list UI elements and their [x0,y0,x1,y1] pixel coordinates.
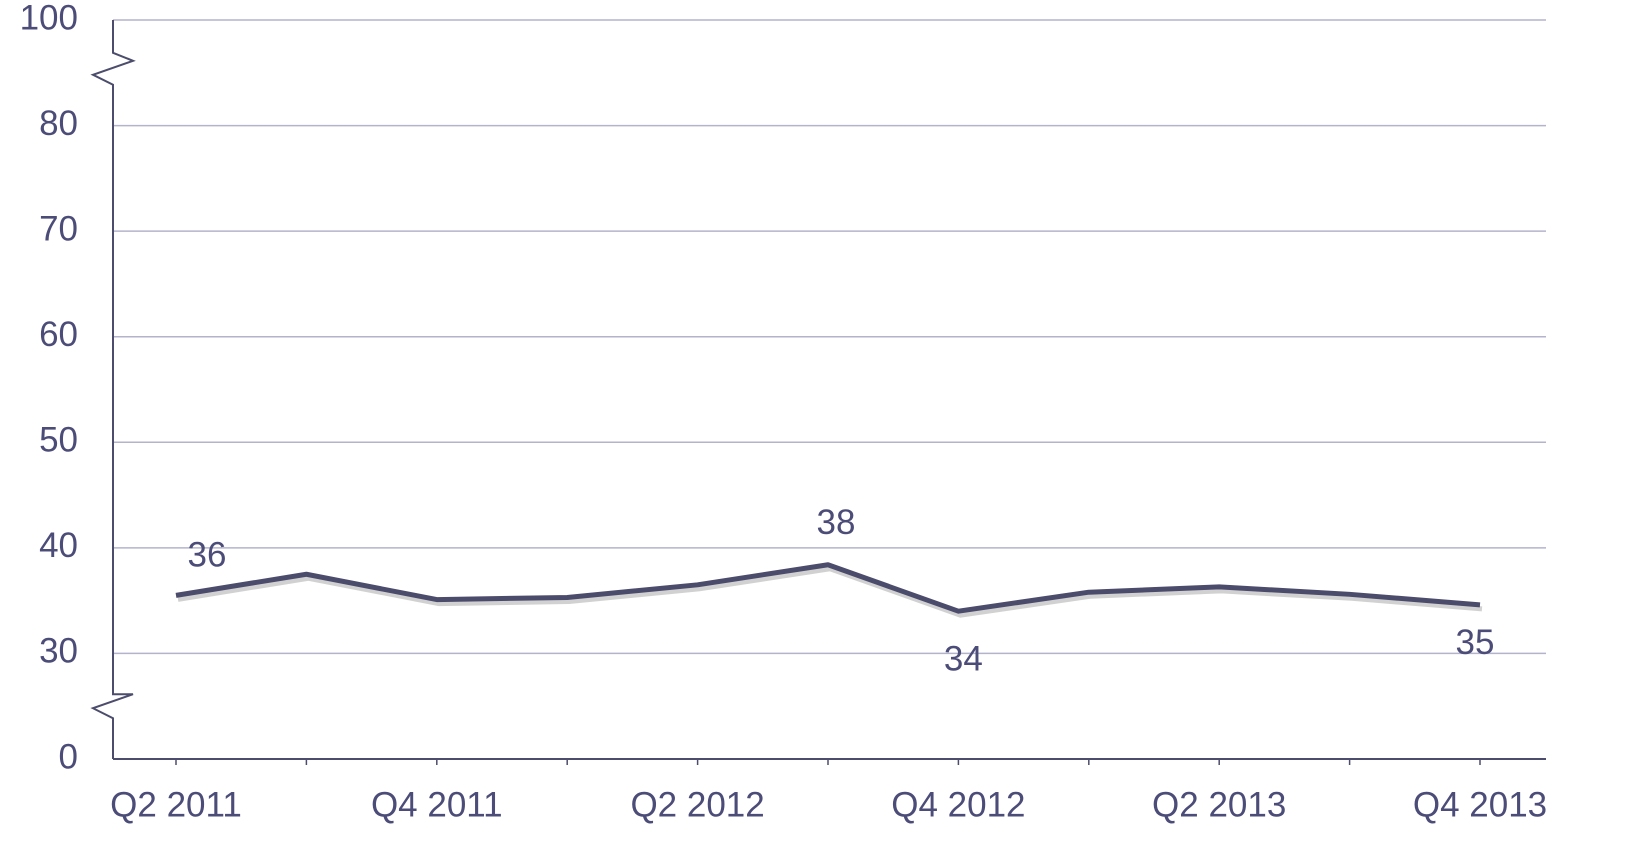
y-tick-label: 60 [39,315,78,354]
x-tick-label: Q4 2013 [1413,785,1547,824]
x-tick-label: Q4 2012 [891,785,1025,824]
x-tick-label: Q2 2011 [110,785,242,824]
x-tick-label: Q2 2012 [630,785,764,824]
y-tick-label: 70 [39,209,78,248]
data-label: 36 [188,536,227,575]
y-tick-label: 0 [59,737,78,776]
y-tick-label: 50 [39,421,78,460]
y-axis [90,20,136,759]
x-tick-label: Q4 2011 [371,785,503,824]
data-label: 35 [1456,623,1495,662]
data-label: 38 [817,503,856,542]
series-line [175,562,1481,614]
x-tick-label: Q2 2013 [1152,785,1286,824]
data-label: 34 [944,639,983,678]
line-shadow [177,566,1483,618]
y-tick-label: 40 [39,526,78,565]
y-tick-label: 80 [39,104,78,143]
y-tick-label: 30 [39,632,78,671]
y-tick-label: 100 [20,0,78,37]
